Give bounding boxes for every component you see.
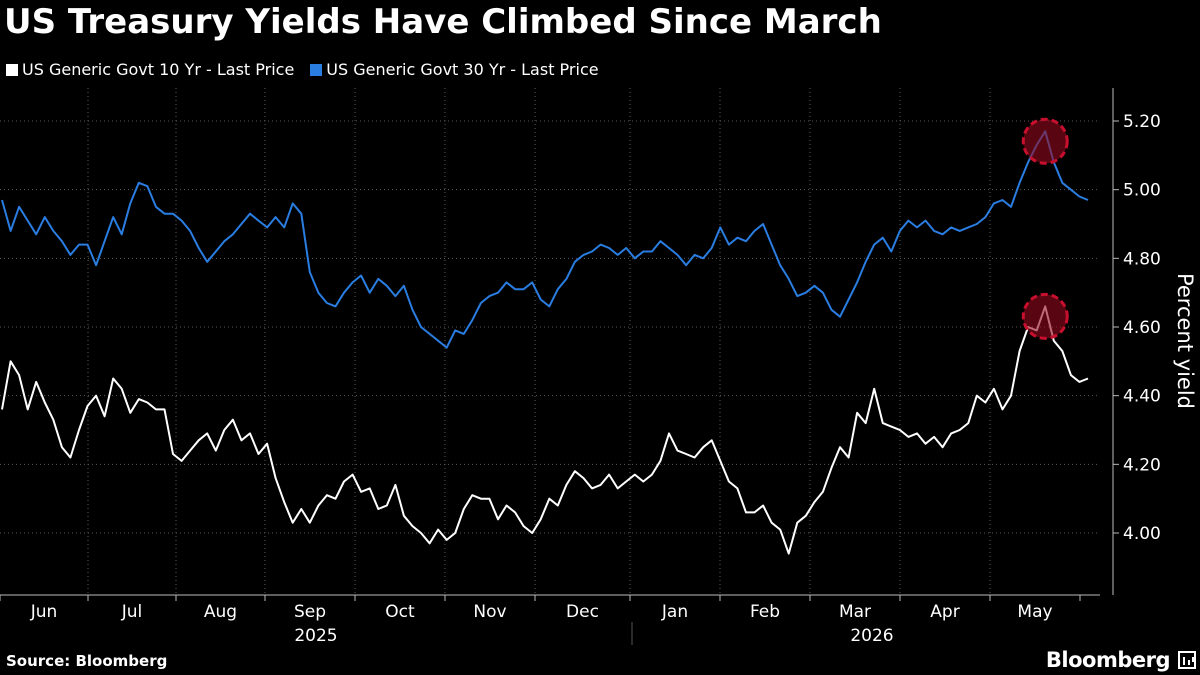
- x-month-label: Jan: [661, 602, 688, 622]
- legend-item-10yr: US Generic Govt 10 Yr - Last Price: [6, 60, 294, 79]
- x-month-label: Mar: [839, 602, 871, 622]
- x-month-label: Aug: [204, 602, 237, 622]
- peak-highlight-30yr: [1021, 117, 1069, 165]
- x-month-label: Feb: [750, 602, 780, 622]
- legend-item-30yr: US Generic Govt 30 Yr - Last Price: [310, 60, 599, 79]
- x-month-label: Jun: [30, 602, 58, 622]
- x-month-label: Apr: [930, 602, 959, 622]
- y-tick-label: 5.20: [1123, 112, 1161, 132]
- line-30yr: [1, 130, 1089, 349]
- legend-swatch-30yr: [310, 63, 323, 76]
- bar-chart-icon: [1178, 651, 1196, 669]
- x-month-label: Oct: [385, 602, 415, 622]
- chart-legend: US Generic Govt 10 Yr - Last Price US Ge…: [6, 60, 599, 79]
- x-year-label: 2026: [850, 626, 893, 646]
- legend-label-10yr: US Generic Govt 10 Yr - Last Price: [22, 60, 295, 79]
- x-month-label: May: [1017, 602, 1052, 622]
- x-month-label: Dec: [566, 602, 599, 622]
- x-month-label: Jul: [121, 602, 143, 622]
- legend-label-30yr: US Generic Govt 30 Yr - Last Price: [326, 60, 599, 79]
- legend-swatch-10yr: [6, 63, 18, 76]
- bloomberg-logo: Bloomberg: [1046, 648, 1196, 672]
- y-tick-label: 4.60: [1123, 318, 1161, 338]
- source-note: Source: Bloomberg: [6, 652, 168, 670]
- y-tick-label: 4.00: [1123, 524, 1161, 544]
- y-axis-title: Percent yield: [1173, 273, 1197, 409]
- x-month-label: Nov: [473, 602, 506, 622]
- y-tick-label: 4.20: [1123, 455, 1161, 475]
- y-tick-label: 5.00: [1123, 181, 1161, 201]
- peak-highlight-10yr: [1021, 292, 1069, 340]
- x-year-label: 2025: [294, 626, 337, 646]
- brand-wordmark: Bloomberg: [1045, 648, 1171, 672]
- y-tick-label: 4.40: [1123, 387, 1161, 407]
- y-tick-label: 4.80: [1123, 249, 1161, 269]
- chart-title: US Treasury Yields Have Climbed Since Ma…: [4, 2, 882, 42]
- x-month-label: Sep: [294, 602, 326, 622]
- line-10yr: [1, 305, 1089, 555]
